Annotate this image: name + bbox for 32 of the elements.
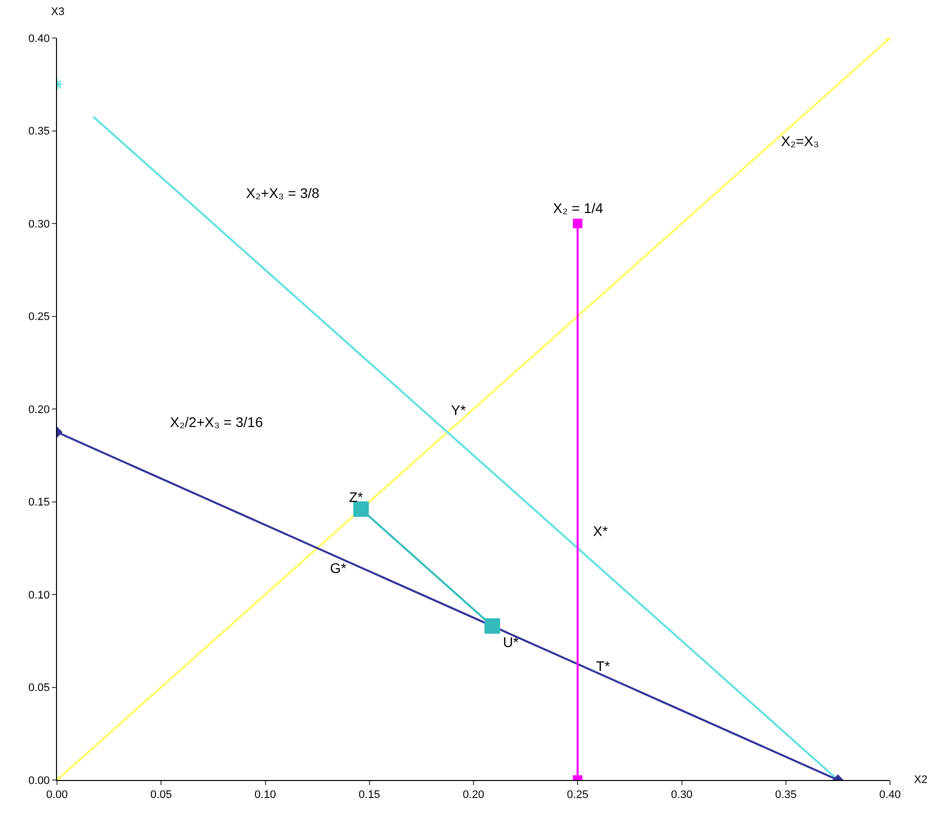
annotation: G*	[330, 560, 347, 576]
y-tick-label: 0.15	[28, 496, 50, 509]
y-tick-label: 0.05	[28, 682, 50, 694]
y-tick-label: 0.30	[28, 218, 50, 230]
x-tick-label: 0.00	[46, 789, 68, 802]
y-tick-label: 0.35	[28, 126, 50, 138]
y-tick-label: 0.00	[28, 774, 50, 787]
annotation: Y*	[451, 402, 466, 418]
annotation: X₂=X₃	[781, 133, 819, 149]
x-tick-label: 0.25	[566, 789, 588, 802]
annotation: T*	[596, 658, 611, 674]
annotation: X₂/2+X₃ = 3/16	[170, 414, 264, 430]
x-tick-label: 0.15	[358, 789, 380, 802]
x-axis-title: X2	[914, 774, 928, 786]
point	[353, 501, 369, 517]
annotation: X*	[593, 523, 608, 539]
y-tick-label: 0.20	[28, 404, 50, 416]
x-tick-label: 0.10	[254, 789, 276, 802]
annotation: X₂ = 1/4	[553, 200, 604, 216]
x-tick-label: 0.30	[671, 789, 692, 802]
y-tick-label: 0.40	[28, 32, 50, 45]
annotation: X₂+X₃ = 3/8	[246, 185, 320, 201]
y-tick-label: 0.25	[28, 311, 50, 324]
x-tick-label: 0.40	[879, 789, 901, 802]
annotation: Z*	[349, 489, 364, 505]
x-tick-label: 0.20	[462, 789, 484, 802]
x-tick-label: 0.05	[150, 789, 172, 802]
y-axis-title: X3	[51, 6, 64, 18]
annotation: U*	[503, 634, 520, 650]
y-tick-label: 0.10	[28, 589, 50, 602]
x-tick-label: 0.35	[775, 789, 797, 802]
point	[572, 218, 582, 228]
